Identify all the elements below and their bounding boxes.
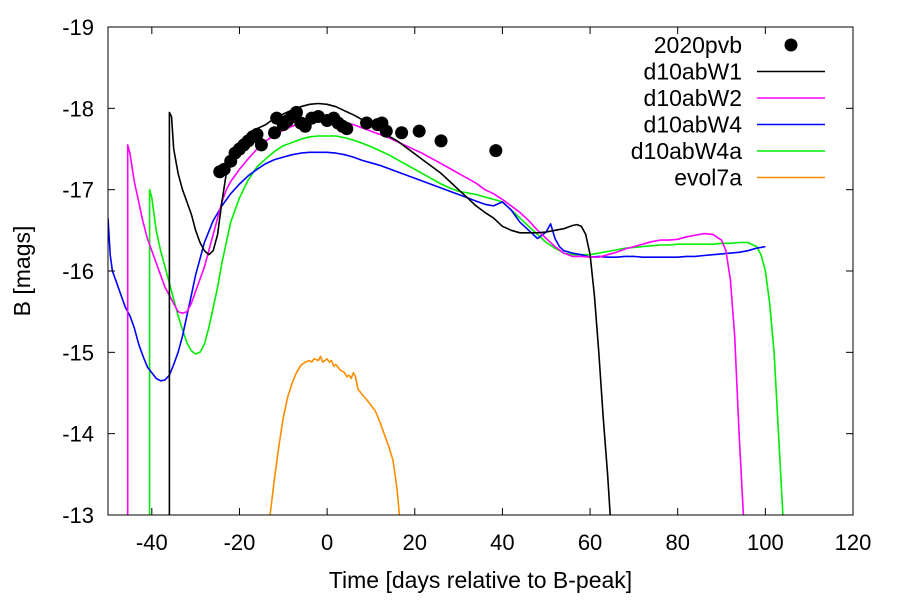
y-tick-label: -18 xyxy=(62,96,94,121)
data-point-2020pvb xyxy=(289,105,303,119)
x-tick-label: -20 xyxy=(224,530,256,555)
data-point-2020pvb xyxy=(268,126,282,140)
x-tick-label: 80 xyxy=(665,530,689,555)
legend: 2020pvbd10abW1d10abW2d10abW4d10abW4aevol… xyxy=(631,32,825,191)
data-point-2020pvb xyxy=(395,126,409,140)
x-tick-label: 60 xyxy=(578,530,602,555)
data-point-2020pvb xyxy=(412,124,426,138)
legend-label-d10abW4a: d10abW4a xyxy=(631,138,742,164)
legend-label-d10abW2: d10abW2 xyxy=(644,85,742,111)
data-point-2020pvb xyxy=(489,144,503,158)
x-tick-label: 40 xyxy=(490,530,514,555)
x-axis-title: Time [days relative to B-peak] xyxy=(329,567,632,593)
y-axis-title: B [mags] xyxy=(9,226,35,317)
data-point-2020pvb xyxy=(360,116,374,130)
data-point-2020pvb xyxy=(434,134,448,148)
data-point-2020pvb xyxy=(379,124,393,138)
data-point-2020pvb xyxy=(250,127,264,141)
data-point-2020pvb xyxy=(340,122,354,136)
legend-marker-2020pvb xyxy=(784,38,798,52)
series-layer xyxy=(108,102,784,515)
y-tick-label: -17 xyxy=(62,178,94,203)
legend-label-d10abW1: d10abW1 xyxy=(644,59,742,85)
series-line-evol7a xyxy=(269,355,401,515)
x-tick-label: 0 xyxy=(321,530,333,555)
y-tick-label: -16 xyxy=(62,259,94,284)
y-tick-label: -14 xyxy=(62,422,94,447)
series-line-d10abW2 xyxy=(126,118,745,515)
legend-label-2020pvb: 2020pvb xyxy=(654,32,742,58)
x-tick-label: 100 xyxy=(747,530,784,555)
legend-label-d10abW4: d10abW4 xyxy=(644,112,743,138)
x-tick-label: -40 xyxy=(136,530,168,555)
x-tick-label: 20 xyxy=(403,530,427,555)
y-tick-label: -19 xyxy=(62,15,94,40)
legend-label-evol7a: evol7a xyxy=(674,165,742,191)
series-line-d10abW4a xyxy=(148,135,784,515)
y-tick-label: -15 xyxy=(62,340,94,365)
data-point-2020pvb xyxy=(254,138,268,152)
x-tick-label: 120 xyxy=(835,530,872,555)
y-tick-label: -13 xyxy=(62,503,94,528)
axis-ticks: -40 -20 0 20 40 60 80 100 120 -13 -14 -15 -16 -17 -18 -… xyxy=(62,15,871,555)
series-line-d10abW4 xyxy=(108,151,766,382)
